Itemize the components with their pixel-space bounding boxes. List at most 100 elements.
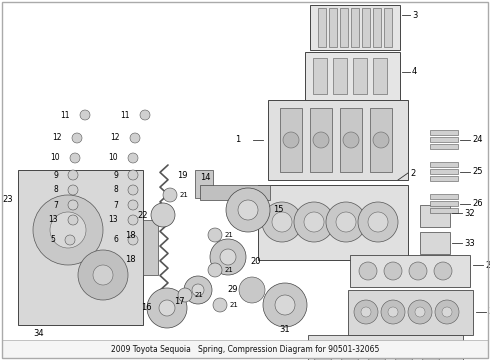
Bar <box>384 8 392 47</box>
Bar <box>329 8 337 47</box>
Bar <box>280 108 302 172</box>
Circle shape <box>272 212 292 232</box>
Text: 11: 11 <box>121 111 130 120</box>
Circle shape <box>128 235 138 245</box>
Circle shape <box>70 153 80 163</box>
Bar <box>310 108 332 172</box>
Text: 24: 24 <box>472 135 483 144</box>
Circle shape <box>72 133 82 143</box>
Circle shape <box>68 215 78 225</box>
Circle shape <box>415 307 425 317</box>
Text: 14: 14 <box>200 174 211 183</box>
Circle shape <box>220 249 236 265</box>
Text: 17: 17 <box>174 297 185 306</box>
Text: 18: 18 <box>125 230 136 239</box>
Bar <box>2 340 488 358</box>
Circle shape <box>263 283 307 327</box>
Circle shape <box>50 212 86 248</box>
Circle shape <box>343 132 359 148</box>
Circle shape <box>128 185 138 195</box>
Text: 23: 23 <box>2 195 13 204</box>
Text: 12: 12 <box>111 134 120 143</box>
Circle shape <box>238 200 258 220</box>
Circle shape <box>326 202 366 242</box>
Circle shape <box>294 202 334 242</box>
Circle shape <box>354 300 378 324</box>
Text: 16: 16 <box>142 303 152 312</box>
Text: 7: 7 <box>113 201 118 210</box>
Bar <box>430 194 458 199</box>
Text: 6: 6 <box>113 235 118 244</box>
Circle shape <box>184 276 212 304</box>
Circle shape <box>210 239 246 275</box>
Text: 8: 8 <box>113 185 118 194</box>
Bar <box>340 108 362 172</box>
Bar <box>268 100 408 180</box>
Circle shape <box>394 344 414 360</box>
Text: 21: 21 <box>180 192 189 198</box>
Circle shape <box>340 344 360 360</box>
Circle shape <box>368 212 388 232</box>
Text: 25: 25 <box>472 167 483 176</box>
Bar <box>143 220 158 275</box>
Circle shape <box>313 132 329 148</box>
Text: 4: 4 <box>412 68 417 77</box>
Text: 22: 22 <box>138 211 148 220</box>
Circle shape <box>408 300 432 324</box>
Text: 8: 8 <box>53 185 58 194</box>
Text: 15: 15 <box>273 206 284 215</box>
Circle shape <box>367 344 387 360</box>
Circle shape <box>434 262 452 280</box>
Circle shape <box>163 188 177 202</box>
Circle shape <box>147 288 187 328</box>
Text: 1: 1 <box>235 135 240 144</box>
Text: 21: 21 <box>195 292 204 298</box>
Circle shape <box>442 307 452 317</box>
Circle shape <box>336 212 356 232</box>
Bar <box>430 137 458 142</box>
Bar <box>353 58 367 94</box>
Circle shape <box>213 298 227 312</box>
Bar <box>430 176 458 181</box>
Circle shape <box>128 215 138 225</box>
Circle shape <box>304 212 324 232</box>
Text: 26: 26 <box>472 199 483 208</box>
Circle shape <box>33 195 103 265</box>
Text: 10: 10 <box>50 153 60 162</box>
Bar <box>373 58 387 94</box>
Circle shape <box>68 170 78 180</box>
Bar <box>313 58 327 94</box>
Bar <box>420 232 450 254</box>
Circle shape <box>262 202 302 242</box>
Bar <box>430 208 458 213</box>
Bar <box>351 8 359 47</box>
Text: 34: 34 <box>33 328 44 338</box>
Bar <box>362 8 370 47</box>
Circle shape <box>65 235 75 245</box>
Circle shape <box>159 300 175 316</box>
Bar <box>350 255 470 287</box>
Bar <box>18 170 143 325</box>
Text: 21: 21 <box>225 267 234 273</box>
Circle shape <box>130 133 140 143</box>
Circle shape <box>68 185 78 195</box>
Circle shape <box>381 300 405 324</box>
Bar <box>430 162 458 167</box>
Text: 29: 29 <box>227 285 238 294</box>
Circle shape <box>226 188 270 232</box>
Circle shape <box>68 200 78 210</box>
Circle shape <box>313 344 333 360</box>
Text: 11: 11 <box>60 111 70 120</box>
Text: 19: 19 <box>177 171 188 180</box>
Bar <box>195 170 213 198</box>
Bar <box>430 144 458 149</box>
Bar <box>370 108 392 172</box>
Bar <box>340 8 348 47</box>
Bar <box>430 201 458 206</box>
Circle shape <box>239 277 265 303</box>
Circle shape <box>178 288 192 302</box>
Bar <box>308 335 463 360</box>
Bar <box>310 5 400 50</box>
Circle shape <box>358 202 398 242</box>
Circle shape <box>373 132 389 148</box>
